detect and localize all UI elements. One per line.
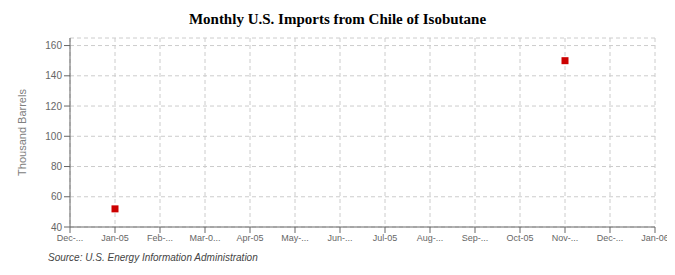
svg-text:60: 60 xyxy=(51,191,63,202)
svg-text:100: 100 xyxy=(45,131,62,142)
svg-text:40: 40 xyxy=(51,222,63,233)
html-text:Source: U.S. Energy Informatio: Source: U.S. Energy Information Administ… xyxy=(48,252,258,263)
svg-text:120: 120 xyxy=(45,101,62,112)
svg-text:Thousand Barrels: Thousand Barrels xyxy=(16,89,28,176)
svg-text:Apr-05: Apr-05 xyxy=(236,233,263,243)
svg-text:Sep-...: Sep-... xyxy=(462,233,489,243)
svg-text:Mar-0...: Mar-0... xyxy=(189,233,220,243)
svg-text:80: 80 xyxy=(51,161,63,172)
svg-text:Jul-05: Jul-05 xyxy=(373,233,398,243)
svg-text:May-...: May-... xyxy=(281,233,309,243)
svg-text:Oct-05: Oct-05 xyxy=(506,233,533,243)
svg-text:Jun-...: Jun-... xyxy=(327,233,352,243)
svg-text:Nov-...: Nov-... xyxy=(552,233,579,243)
svg-text:Jan-06: Jan-06 xyxy=(641,233,667,243)
svg-text:140: 140 xyxy=(45,70,62,81)
svg-text:Dec-...: Dec-... xyxy=(57,233,84,243)
svg-text:Aug-...: Aug-... xyxy=(417,233,444,243)
svg-text:160: 160 xyxy=(45,40,62,51)
svg-text:Feb-...: Feb-... xyxy=(147,233,173,243)
svg-text:Jan-05: Jan-05 xyxy=(101,233,129,243)
html-text:Monthly U.S. Imports from Chil: Monthly U.S. Imports from Chile of Isobu… xyxy=(188,11,487,27)
svg-text:Dec-...: Dec-... xyxy=(597,233,624,243)
